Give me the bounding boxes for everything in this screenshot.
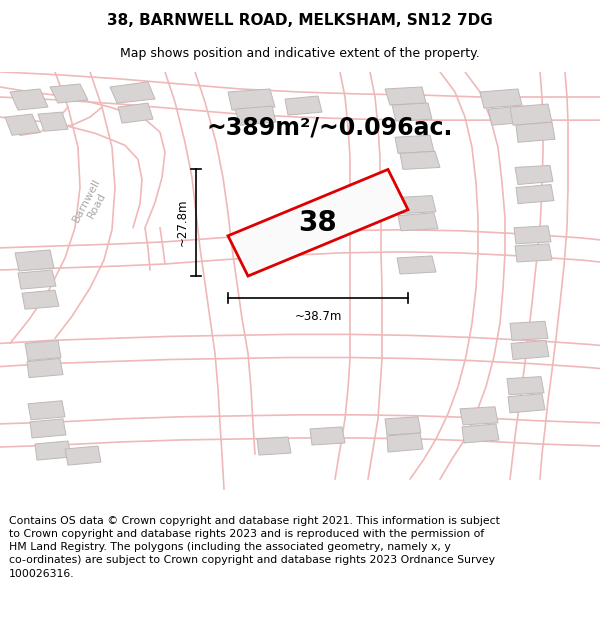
- Polygon shape: [18, 270, 56, 289]
- Text: 38, BARNWELL ROAD, MELKSHAM, SN12 7DG: 38, BARNWELL ROAD, MELKSHAM, SN12 7DG: [107, 12, 493, 28]
- Polygon shape: [516, 184, 554, 204]
- Polygon shape: [515, 166, 553, 184]
- Text: ~27.8m: ~27.8m: [176, 199, 188, 246]
- Polygon shape: [515, 244, 552, 262]
- Polygon shape: [25, 341, 61, 361]
- Polygon shape: [385, 87, 426, 105]
- Polygon shape: [385, 417, 421, 435]
- Polygon shape: [15, 250, 54, 271]
- Polygon shape: [35, 441, 71, 460]
- Polygon shape: [50, 84, 88, 103]
- Polygon shape: [27, 359, 63, 378]
- Polygon shape: [507, 377, 544, 395]
- Polygon shape: [462, 424, 499, 443]
- Polygon shape: [400, 151, 440, 169]
- Text: ~38.7m: ~38.7m: [295, 310, 341, 322]
- Polygon shape: [285, 96, 322, 115]
- Polygon shape: [508, 394, 545, 413]
- Text: ~389m²/~0.096ac.: ~389m²/~0.096ac.: [207, 115, 453, 139]
- Polygon shape: [460, 407, 498, 425]
- Polygon shape: [397, 256, 436, 274]
- Polygon shape: [65, 446, 101, 465]
- Polygon shape: [310, 427, 345, 445]
- Polygon shape: [387, 433, 423, 452]
- Polygon shape: [235, 106, 276, 125]
- Polygon shape: [398, 213, 438, 231]
- Polygon shape: [396, 196, 436, 214]
- Text: Barnwell
Road: Barnwell Road: [71, 176, 113, 229]
- Polygon shape: [510, 104, 552, 125]
- Polygon shape: [392, 103, 432, 121]
- Polygon shape: [516, 122, 555, 142]
- Polygon shape: [488, 106, 528, 125]
- Polygon shape: [38, 112, 68, 131]
- Polygon shape: [257, 437, 291, 455]
- Text: 38: 38: [299, 209, 337, 237]
- Polygon shape: [10, 89, 48, 110]
- Polygon shape: [510, 321, 548, 341]
- Polygon shape: [511, 341, 549, 359]
- Polygon shape: [5, 114, 40, 135]
- Text: Contains OS data © Crown copyright and database right 2021. This information is : Contains OS data © Crown copyright and d…: [9, 516, 500, 579]
- Polygon shape: [28, 401, 65, 420]
- Polygon shape: [395, 135, 434, 153]
- Polygon shape: [480, 89, 522, 108]
- Polygon shape: [228, 169, 408, 276]
- Polygon shape: [30, 419, 66, 438]
- Polygon shape: [110, 82, 155, 103]
- Polygon shape: [22, 290, 59, 309]
- Polygon shape: [514, 226, 551, 244]
- Polygon shape: [228, 89, 275, 110]
- Polygon shape: [118, 103, 153, 123]
- Text: Map shows position and indicative extent of the property.: Map shows position and indicative extent…: [120, 47, 480, 59]
